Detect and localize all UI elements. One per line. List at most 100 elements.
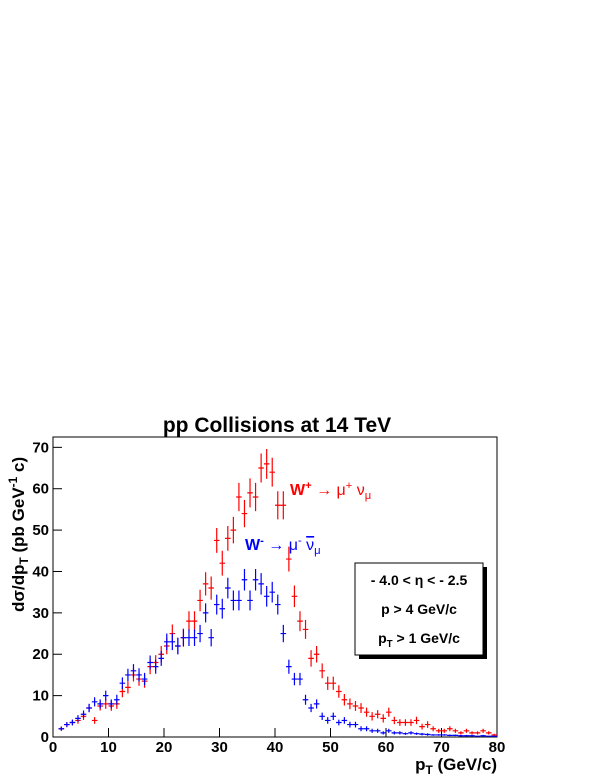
data-point [452,734,459,737]
data-point [374,710,381,719]
data-point [352,701,359,711]
data-point [336,685,342,698]
data-point [291,672,298,686]
y-axis-label: dσ/dpT (pb GeV-1 c) [6,457,31,612]
data-point [363,707,370,717]
data-point [147,655,153,670]
data-point [391,716,398,725]
data-point [280,491,287,520]
data-point [319,712,325,721]
data-point [413,716,420,725]
data-point [313,645,320,663]
data-point [197,589,203,612]
data-point [430,726,436,732]
data-point [191,611,198,632]
data-point [480,734,486,737]
data-point [319,663,325,679]
data-point [269,581,275,603]
x-tick-label: 0 [49,739,57,756]
data-point [336,719,342,726]
data-point [91,697,98,707]
data-point [408,719,414,726]
data-point [347,698,353,710]
data-point [474,735,481,737]
data-point [330,676,337,690]
data-point [408,731,414,735]
data-point [324,717,331,724]
data-point [441,734,448,736]
data-point [141,672,148,686]
data-point [208,629,214,647]
data-point [114,694,120,705]
data-point [252,569,259,591]
data-point [313,699,320,709]
data-point [58,726,65,731]
data-point [485,731,492,735]
data-point [374,728,381,733]
data-point [302,619,309,639]
data-point [241,569,248,591]
data-point [186,629,192,646]
data-point [263,585,270,607]
data-point [169,633,176,651]
data-point [136,668,142,682]
data-point [402,732,409,735]
data-point [341,717,348,724]
chart-title: pp Collisions at 14 TeV [163,414,391,437]
data-point [247,590,253,611]
x-tick-label: 30 [211,739,228,756]
data-point [247,478,253,508]
data-point [402,719,409,726]
data-point [447,734,453,737]
data-point [202,572,209,596]
data-point [347,721,353,728]
data-point [297,611,303,632]
data-point [258,573,264,595]
data-point [258,453,264,483]
x-tick-label: 80 [489,739,506,756]
data-point [352,721,359,728]
data-point [369,728,375,733]
data-point [358,703,364,713]
data-point [219,550,226,576]
data-point [213,594,220,615]
x-tick-label: 40 [267,739,284,756]
data-point [397,719,403,726]
data-point [208,576,214,600]
data-point [458,734,464,737]
data-point [469,734,475,737]
x-tick-label: 50 [322,739,339,756]
data-point [380,714,386,723]
data-point [435,734,442,736]
data-point [219,598,226,619]
cut-text: - 4.0 < η < - 2.5 [371,572,468,588]
cut-box [354,562,484,656]
x-tick-label: 20 [156,739,173,756]
data-point [469,731,475,735]
data-point [275,491,281,520]
data-point [474,731,481,735]
data-point [80,710,87,718]
x-axis-label: pT (GeV/c) [415,755,497,776]
data-point [263,449,270,479]
data-point [424,721,431,728]
data-point [380,731,386,735]
data-point [191,629,198,646]
y-tick-label: 40 [32,563,49,580]
data-point [97,699,103,709]
data-point [291,585,298,608]
data-point [225,577,231,599]
data-point [225,525,231,551]
data-point [125,681,131,694]
data-point [286,659,292,674]
data-point [491,735,497,737]
data-point [108,699,115,709]
data-point [397,731,403,735]
data-point [230,516,237,544]
data-point [64,722,70,728]
data-point [419,723,425,730]
data-point [430,734,436,736]
data-point [197,624,203,643]
y-tick-label: 50 [32,522,49,539]
